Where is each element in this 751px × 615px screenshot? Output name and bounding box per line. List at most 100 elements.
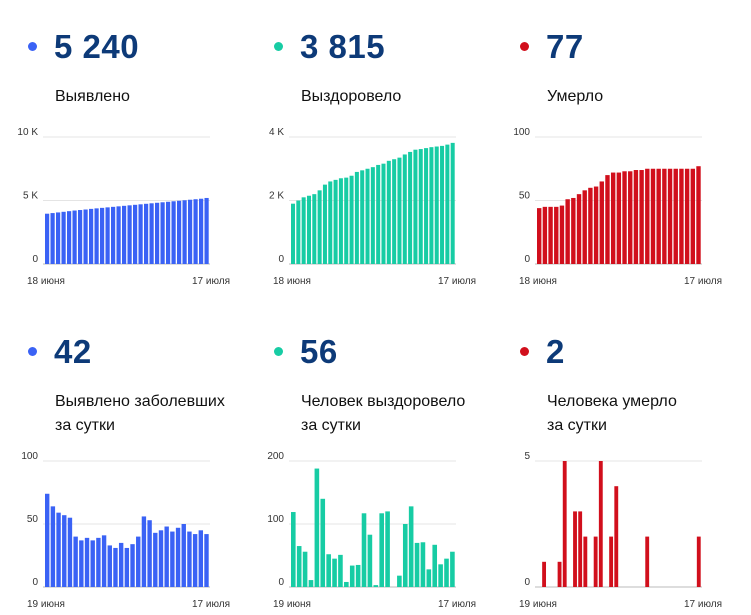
bar	[418, 149, 423, 264]
y-tick-label: 10 K	[17, 127, 38, 138]
panel-recovered: 3 815 Выздоровело 0 2 K 4 K 18 июня 17 июля	[266, 0, 496, 300]
bar	[89, 208, 94, 264]
bar	[379, 513, 384, 587]
bar	[690, 168, 696, 264]
bar	[367, 534, 373, 587]
confirmed-total: 5 240	[54, 28, 140, 65]
bar	[138, 204, 143, 264]
bar	[397, 157, 402, 264]
daily-confirmed-label: Выявлено заболевших за сутки	[55, 390, 225, 438]
bar	[67, 517, 73, 587]
y-tick-label: 0	[32, 254, 38, 265]
bar	[306, 195, 311, 264]
bar	[583, 536, 588, 587]
bar	[141, 516, 147, 587]
bar	[193, 199, 198, 264]
bar	[537, 208, 542, 264]
bar	[90, 540, 95, 587]
daily-deaths-label: Человека умерло за сутки	[547, 390, 677, 438]
bar	[593, 186, 599, 264]
bar	[160, 202, 165, 264]
daily-deaths-label-line-1: Человека умерло	[547, 393, 677, 410]
y-tick-label: 5	[524, 451, 530, 462]
bar	[656, 168, 661, 264]
daily-confirmed-dot	[28, 347, 37, 356]
bar	[322, 184, 327, 264]
bar	[164, 526, 169, 587]
daily-recovered-chart: 0 100 200 19 июня 17 июля	[267, 451, 476, 610]
bar	[609, 536, 614, 587]
bar	[198, 530, 204, 587]
recovered-dot	[274, 42, 283, 51]
bar	[78, 210, 83, 264]
bar	[588, 187, 593, 264]
bar	[354, 171, 359, 264]
bar	[83, 209, 88, 264]
bar	[450, 551, 455, 587]
bar	[344, 177, 349, 264]
bar	[679, 168, 684, 264]
confirmed-chart: 0 5 K 10 K 18 июня 17 июля	[17, 127, 230, 287]
bar	[673, 168, 678, 264]
bar	[599, 181, 604, 264]
daily-confirmed-label-line-2: за сутки	[55, 417, 115, 434]
x-tick-label-end: 17 июля	[438, 599, 476, 610]
deaths-chart: 0 50 100 18 июня 17 июля	[513, 127, 722, 287]
bar	[344, 581, 349, 587]
panel-deaths: 77 Умерло 0 50 100 18 июня 17 июля	[512, 0, 742, 300]
bar	[158, 530, 164, 587]
bar	[72, 210, 77, 264]
bar	[50, 213, 55, 264]
daily-recovered-total: 56	[300, 333, 338, 370]
bar	[413, 149, 418, 264]
bar	[56, 212, 61, 264]
bar	[199, 198, 204, 264]
bar	[645, 536, 650, 587]
bar	[181, 524, 186, 587]
y-tick-label: 5 K	[23, 191, 38, 202]
y-tick-label: 0	[524, 577, 530, 588]
panel-confirmed: 5 240 Выявлено 0 5 K 10 K 18 июня 17 июля	[17, 0, 250, 300]
x-tick-label-start: 18 июня	[519, 276, 557, 287]
y-tick-label: 100	[267, 514, 284, 525]
y-tick-label: 0	[524, 254, 530, 265]
bar	[614, 486, 619, 587]
bar	[696, 166, 701, 264]
bar	[326, 554, 331, 587]
bar	[667, 168, 673, 264]
bar	[136, 536, 141, 587]
bar	[361, 513, 367, 587]
bar	[175, 527, 181, 587]
y-tick-label: 50	[519, 191, 531, 202]
x-tick-label-end: 17 июля	[192, 599, 230, 610]
daily-recovered-label-line-2: за сутки	[301, 417, 361, 434]
panel-daily-confirmed: 42 Выявлено заболевших за сутки 0 50 100 19…	[20, 305, 250, 610]
bar	[45, 493, 50, 587]
daily-recovered-label-line-1: Человек выздоровело	[301, 393, 466, 410]
x-tick-label-end: 17 июля	[684, 276, 722, 287]
daily-deaths-label-line-2: за сутки	[547, 417, 607, 434]
bar	[434, 146, 439, 264]
bar	[593, 536, 598, 587]
bar	[317, 190, 322, 264]
y-tick-label: 0	[32, 577, 38, 588]
deaths-label-line: Умерло	[547, 88, 604, 105]
recovered-total: 3 815	[300, 28, 386, 65]
bar	[338, 178, 343, 264]
x-tick-label-end: 17 июля	[684, 599, 722, 610]
deaths-total: 77	[546, 28, 584, 65]
y-tick-label: 100	[21, 451, 38, 462]
bar	[113, 547, 118, 587]
bar	[402, 524, 408, 587]
bar	[332, 558, 337, 587]
bar	[296, 546, 302, 587]
bar	[440, 145, 445, 264]
bar	[397, 575, 402, 587]
bar	[622, 171, 627, 264]
bar	[302, 551, 308, 587]
bar	[542, 561, 547, 587]
bar	[116, 206, 121, 264]
bar	[582, 190, 587, 264]
bar	[130, 544, 135, 587]
bar	[360, 170, 365, 264]
